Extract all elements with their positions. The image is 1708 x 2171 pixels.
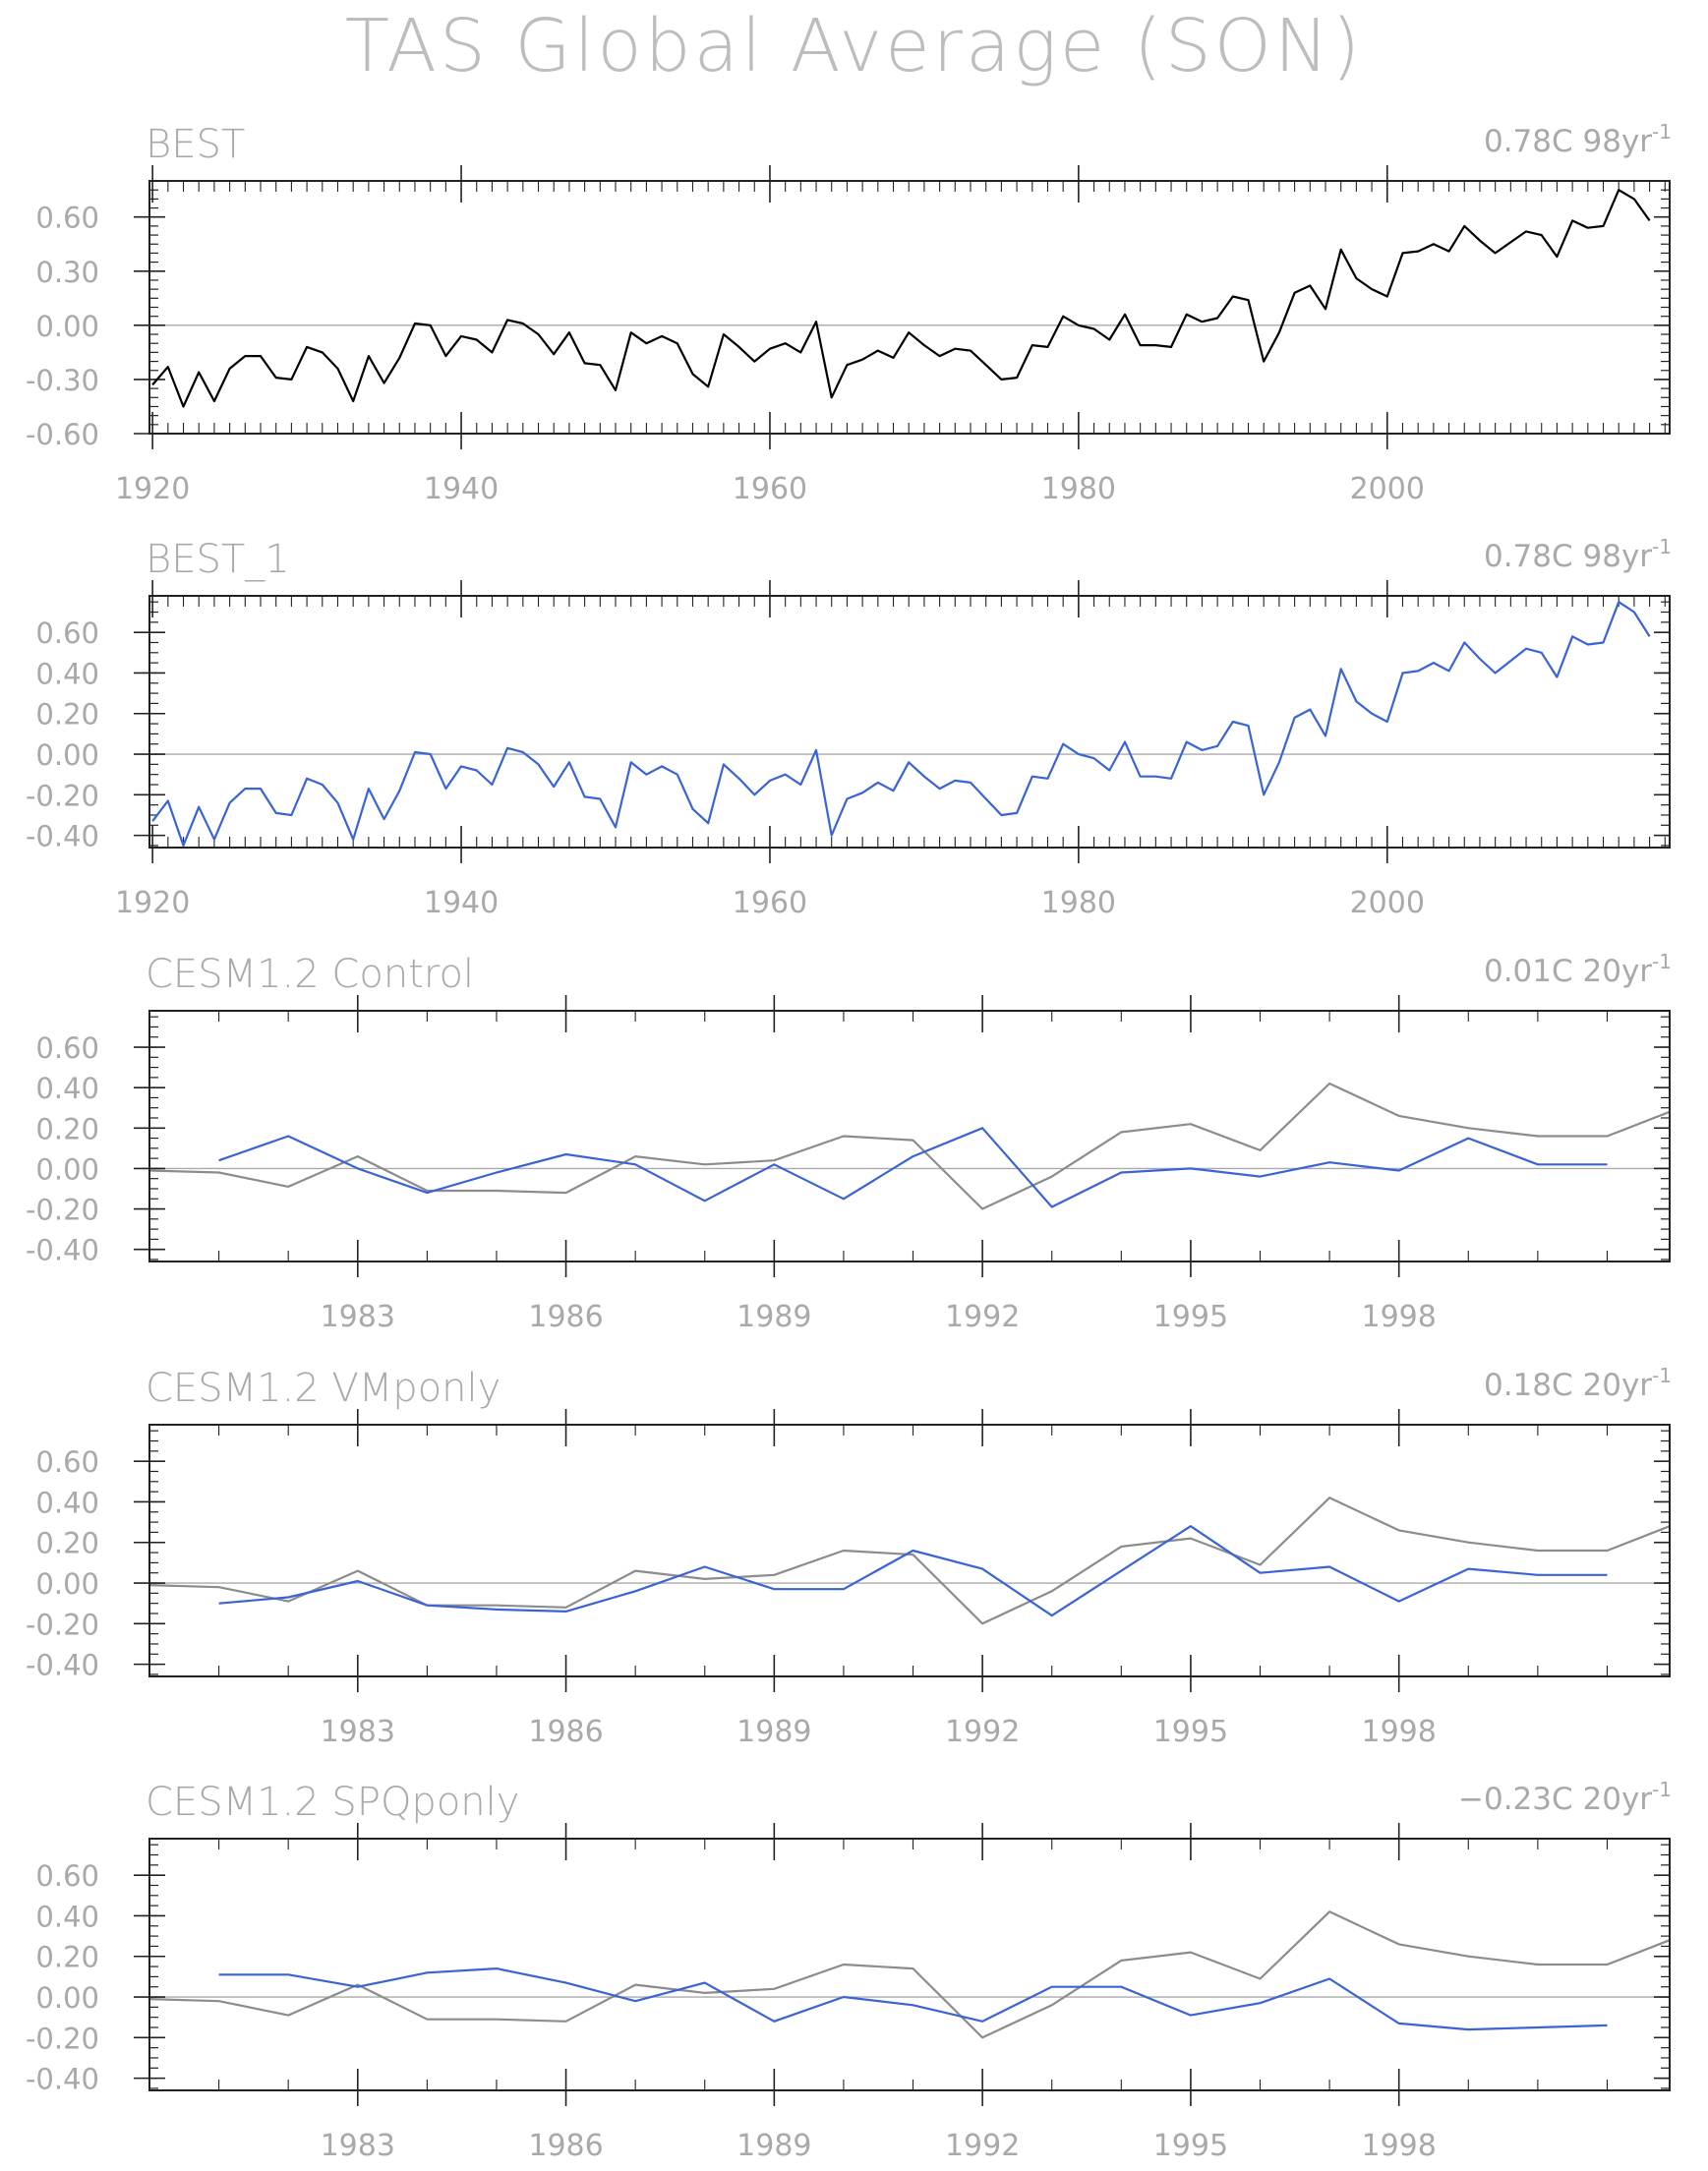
trend-exponent: -1 (1652, 535, 1672, 558)
x-tick-label: 1980 (1041, 886, 1116, 920)
x-tick-label: 1989 (736, 1715, 811, 1749)
x-tick-label: 1992 (945, 2129, 1020, 2163)
x-tick-label: 1940 (424, 886, 499, 920)
x-tick-label: 1983 (321, 1300, 395, 1334)
x-tick-label: 1940 (424, 472, 499, 506)
x-tick-label: 1986 (528, 2129, 603, 2163)
series-line-2 (218, 1966, 1608, 2031)
plot-frame (148, 1838, 1671, 2091)
y-tick-label: -0.40 (26, 1234, 99, 1267)
y-tick-label: -0.20 (26, 1194, 99, 1227)
trend-exponent: -1 (1652, 1778, 1672, 1801)
x-tick-label: 1983 (321, 2129, 395, 2163)
x-tick-label: 1995 (1153, 1300, 1228, 1334)
panel-trend: 0.01C 20yr-1 (1484, 950, 1672, 989)
trend-exponent: -1 (1652, 1364, 1672, 1387)
panel-title: BEST_1 (146, 537, 290, 582)
plot-frame (148, 1010, 1671, 1262)
x-tick-label: 1989 (736, 2129, 811, 2163)
y-tick-label: 0.00 (35, 738, 99, 772)
series-line-1 (148, 1082, 1671, 1210)
x-tick-label: 1986 (528, 1715, 603, 1749)
x-tick-label: 1920 (115, 886, 190, 920)
panel-1: BEST 0.78C 98yr-1 0.60 0.30 0.00 -0.30 -0.60 19… (26, 120, 1672, 506)
y-tick-label: 0.60 (35, 616, 99, 650)
x-tick-label: 1960 (733, 472, 807, 506)
series-line-1 (148, 1496, 1671, 1625)
y-tick-label: 0.20 (35, 1527, 99, 1560)
x-tick-label: 1960 (733, 886, 807, 920)
x-tick-label: 1986 (528, 1300, 603, 1334)
y-tick-label: 0.40 (35, 1486, 99, 1519)
y-tick-label: -0.20 (26, 779, 99, 812)
y-tick-label: 0.60 (35, 1859, 99, 1893)
series-line-2 (218, 1127, 1608, 1208)
y-tick-label: 0.00 (35, 1567, 99, 1601)
x-tick-label: 1995 (1153, 1715, 1228, 1749)
panel-2: BEST_1 0.78C 98yr-1 0.60 0.40 0.20 0.00 -0.20 -… (26, 535, 1672, 920)
y-tick-label: 0.60 (35, 1445, 99, 1479)
x-tick-label: 1992 (945, 1715, 1020, 1749)
panel-3: CESM1.2 Control 0.01C 20yr-1 0.60 0.40 0.20 0… (26, 950, 1672, 1334)
panel-trend: −0.23C 20yr-1 (1458, 1778, 1672, 1817)
y-tick-label: -0.30 (26, 364, 99, 397)
series-line-2 (218, 1525, 1608, 1617)
panel-5: CESM1.2 SPQponly −0.23C 20yr-1 0.60 0.40 0.2… (26, 1778, 1672, 2163)
y-tick-label: 0.60 (35, 202, 99, 235)
y-tick-label: 0.20 (35, 1112, 99, 1145)
series-line-1 (151, 189, 1651, 408)
x-tick-label: 1998 (1362, 1715, 1437, 1749)
series-line-1 (151, 601, 1651, 848)
x-tick-label: 1998 (1362, 2129, 1437, 2163)
panel-trend: 0.78C 98yr-1 (1484, 120, 1672, 159)
figure-title: TAS Global Average (SON) (344, 4, 1364, 88)
x-tick-label: 1989 (736, 1300, 811, 1334)
y-tick-label: 0.40 (35, 657, 99, 690)
x-tick-label: 2000 (1350, 472, 1425, 506)
y-tick-label: -0.20 (26, 1608, 99, 1641)
y-tick-label: 0.00 (35, 1152, 99, 1186)
y-tick-label: 0.00 (35, 1981, 99, 2015)
y-tick-label: 0.40 (35, 1900, 99, 1933)
x-tick-label: 1995 (1153, 2129, 1228, 2163)
plot-frame (148, 595, 1671, 849)
panel-4: CESM1.2 VMponly 0.18C 20yr-1 0.60 0.40 0.20 0… (26, 1364, 1672, 1749)
plot-frame (148, 1424, 1671, 1677)
plot-frame (148, 180, 1671, 435)
y-tick-label: -0.60 (26, 418, 99, 451)
y-tick-label: 0.40 (35, 1072, 99, 1105)
trend-exponent: -1 (1652, 950, 1672, 973)
y-tick-label: 0.20 (35, 698, 99, 732)
series-line-1 (148, 1910, 1671, 2039)
y-tick-label: 0.30 (35, 256, 99, 289)
x-tick-label: 1983 (321, 1715, 395, 1749)
y-tick-label: 0.20 (35, 1941, 99, 1974)
y-tick-label: 0.60 (35, 1031, 99, 1065)
x-tick-label: 1920 (115, 472, 190, 506)
x-tick-label: 1998 (1362, 1300, 1437, 1334)
trend-exponent: -1 (1652, 120, 1672, 144)
y-tick-label: -0.20 (26, 2022, 99, 2055)
x-tick-label: 1992 (945, 1300, 1020, 1334)
panel-title: BEST (146, 122, 245, 167)
x-tick-label: 2000 (1350, 886, 1425, 920)
panel-title: CESM1.2 Control (146, 952, 474, 997)
y-tick-label: -0.40 (26, 1649, 99, 1682)
y-tick-label: 0.00 (35, 310, 99, 343)
panel-trend: 0.18C 20yr-1 (1484, 1364, 1672, 1403)
y-tick-label: -0.40 (26, 2063, 99, 2096)
y-tick-label: -0.40 (26, 820, 99, 853)
panel-title: CESM1.2 SPQponly (146, 1780, 519, 1825)
panel-trend: 0.78C 98yr-1 (1484, 535, 1672, 574)
panel-title: CESM1.2 VMponly (146, 1366, 501, 1411)
x-tick-label: 1980 (1041, 472, 1116, 506)
